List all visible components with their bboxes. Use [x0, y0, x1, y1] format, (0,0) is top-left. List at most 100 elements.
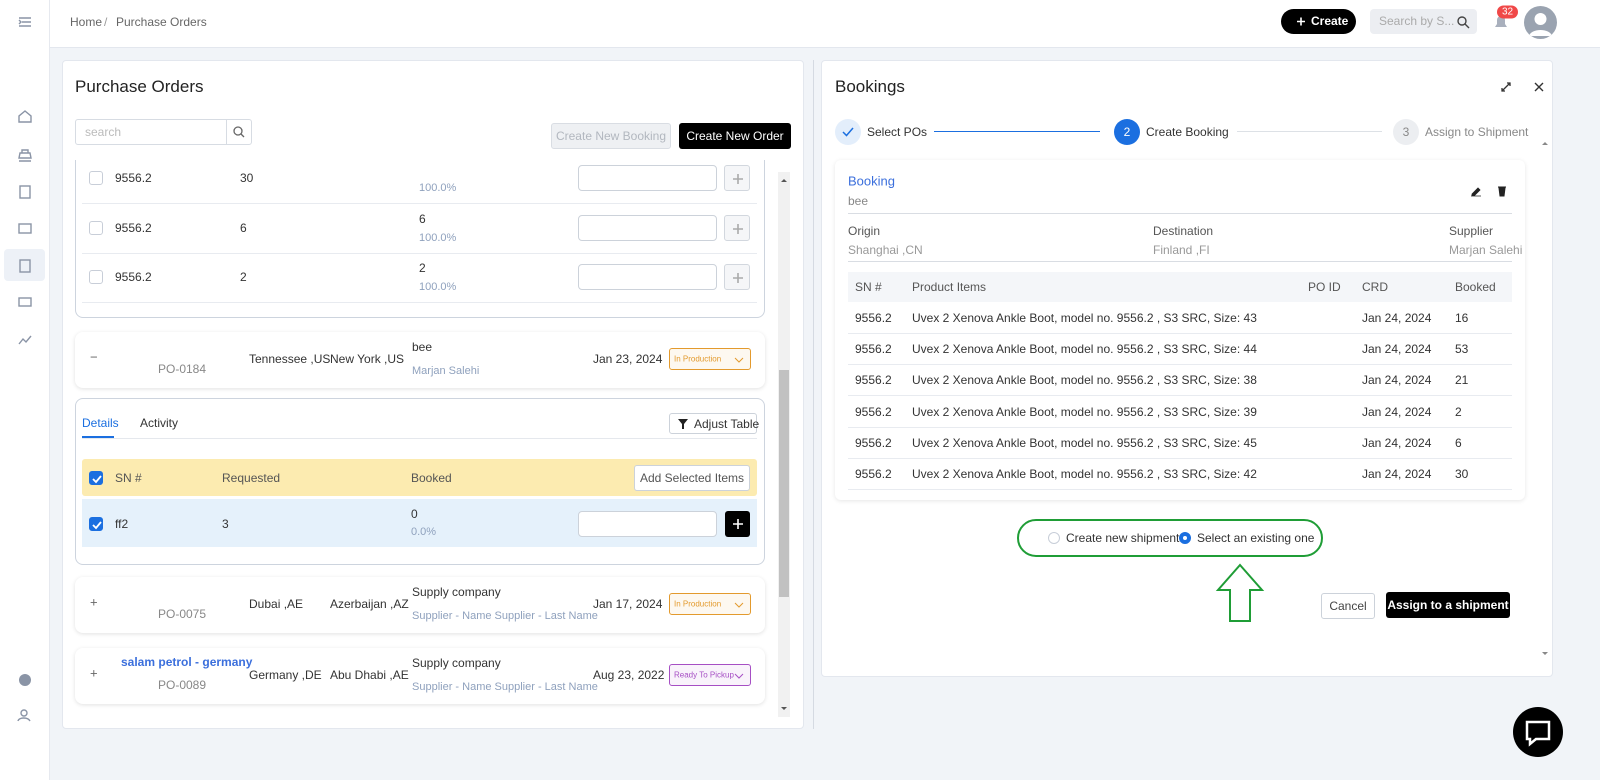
company: Supply company	[412, 585, 501, 599]
checkbox[interactable]	[89, 517, 103, 531]
add-button[interactable]	[724, 264, 750, 290]
toggle[interactable]: +	[90, 594, 98, 610]
row-separator	[82, 203, 757, 204]
sidebar-icons	[17, 17, 32, 722]
radio[interactable]	[1179, 532, 1191, 544]
destination: Abu Dhabi ,AE	[330, 668, 409, 682]
scrollbar-thumb	[779, 370, 789, 597]
chat-button[interactable]	[1513, 707, 1563, 757]
column-header: Booked	[1455, 280, 1496, 294]
status-select[interactable]: In Production	[669, 593, 751, 615]
toggle[interactable]: −	[90, 349, 98, 365]
breadcrumb-sep: /	[104, 15, 108, 29]
booked: 53	[1455, 342, 1469, 357]
column-header: Requested	[222, 471, 281, 485]
checkbox[interactable]	[89, 270, 103, 284]
destination: Azerbaijan ,AZ	[330, 597, 409, 611]
delete-icon[interactable]	[1496, 185, 1508, 197]
breadcrumb[interactable]: Home	[70, 15, 103, 29]
row-separator	[82, 252, 757, 254]
expand-icon[interactable]	[1499, 80, 1513, 94]
booked-input[interactable]	[578, 264, 717, 290]
origin: Dubai ,AE	[249, 597, 304, 611]
row-separator	[848, 364, 1512, 366]
percent: 100.0%	[419, 281, 457, 293]
column-header: Product Items	[912, 280, 987, 294]
origin: Tennessee ,US	[249, 352, 331, 366]
sidebar-active	[4, 249, 45, 281]
date: Jan 23, 2024	[593, 352, 663, 366]
booked-input[interactable]	[578, 165, 717, 191]
booked-input[interactable]	[578, 511, 717, 537]
product-item: Uvex 2 Xenova Ankle Boot, model no. 9556…	[912, 373, 1257, 388]
scroll-arrows	[778, 172, 790, 717]
requested: 30	[240, 171, 254, 185]
sn: 9556.2	[855, 311, 892, 325]
po-number: PO-0075	[158, 607, 207, 621]
company: bee	[412, 340, 433, 354]
panel-divider	[813, 60, 814, 729]
search-placeholder: Search by S...	[1379, 14, 1455, 28]
checkbox[interactable]	[89, 471, 103, 485]
radio-label[interactable]: Select an existing one	[1197, 531, 1315, 545]
step-label: Select POs	[867, 125, 928, 139]
radio-label[interactable]: Create new shipment	[1066, 531, 1180, 545]
tab-border	[82, 438, 757, 439]
column-header: CRD	[1362, 280, 1388, 294]
crd: Jan 24, 2024	[1362, 311, 1432, 325]
product-item: Uvex 2 Xenova Ankle Boot, model no. 9556…	[912, 342, 1257, 357]
radio[interactable]	[1048, 532, 1060, 544]
supplier: Supplier - Name Supplier - Last Name	[412, 681, 598, 693]
booked: 21	[1455, 373, 1469, 388]
create-order-button[interactable]: Create New Order	[679, 123, 791, 149]
status: Ready To Pickup	[674, 670, 734, 680]
field-label: Destination	[1153, 224, 1214, 238]
booked-input[interactable]	[578, 214, 717, 241]
sn: 9556.2	[115, 220, 152, 235]
notification-badge: 32	[1497, 5, 1519, 19]
status-select[interactable]: In Production	[669, 348, 751, 370]
row-separator	[82, 302, 757, 303]
checkbox[interactable]	[89, 220, 103, 235]
tab[interactable]: Activity	[140, 416, 179, 430]
add-button[interactable]	[725, 511, 750, 537]
edit-icon[interactable]	[1470, 185, 1482, 197]
sn: 9556.2	[855, 342, 892, 357]
toggle[interactable]: +	[90, 665, 98, 681]
sn: ff2	[115, 517, 129, 531]
order-name[interactable]: salam petrol - germany	[121, 655, 253, 669]
search-box[interactable]: Search by S...	[1370, 9, 1477, 34]
card-divider	[848, 261, 1512, 262]
sn: 9556.2	[855, 467, 892, 481]
search-input[interactable]: search	[75, 119, 227, 145]
create-booking-button[interactable]: Create New Booking	[551, 123, 671, 149]
field-label: Supplier	[1449, 224, 1494, 238]
assign-button[interactable]: Assign to a shipment	[1386, 592, 1510, 618]
tab[interactable]: Details	[82, 416, 119, 430]
step-circle: 3	[1393, 119, 1419, 145]
step-label: Create Booking	[1146, 125, 1229, 139]
sn: 9556.2	[115, 270, 152, 284]
add-selected-button[interactable]: Add Selected Items	[634, 465, 750, 491]
close-icon[interactable]	[1532, 80, 1546, 94]
table-header	[848, 272, 1512, 302]
status-select[interactable]: Ready To Pickup	[669, 664, 751, 686]
search-button[interactable]	[226, 119, 252, 145]
add-button[interactable]	[724, 165, 750, 191]
create-button[interactable]: Create	[1281, 9, 1356, 34]
origin: Germany ,DE	[249, 668, 322, 682]
row-separator	[848, 489, 1512, 490]
column-header: SN #	[855, 280, 882, 294]
bell[interactable]	[1492, 12, 1510, 32]
avatar[interactable]	[1524, 6, 1557, 39]
checkbox[interactable]	[89, 171, 103, 185]
adjust-button[interactable]: Adjust Table	[669, 413, 760, 434]
adjust-label: Adjust Table	[694, 417, 760, 431]
search-placeholder: search	[85, 125, 122, 139]
cancel-button[interactable]: Cancel	[1321, 593, 1375, 619]
destination: New York ,US	[330, 352, 405, 366]
add-button[interactable]	[724, 214, 750, 241]
percent: 100.0%	[419, 231, 457, 244]
booked: 16	[1455, 311, 1469, 325]
